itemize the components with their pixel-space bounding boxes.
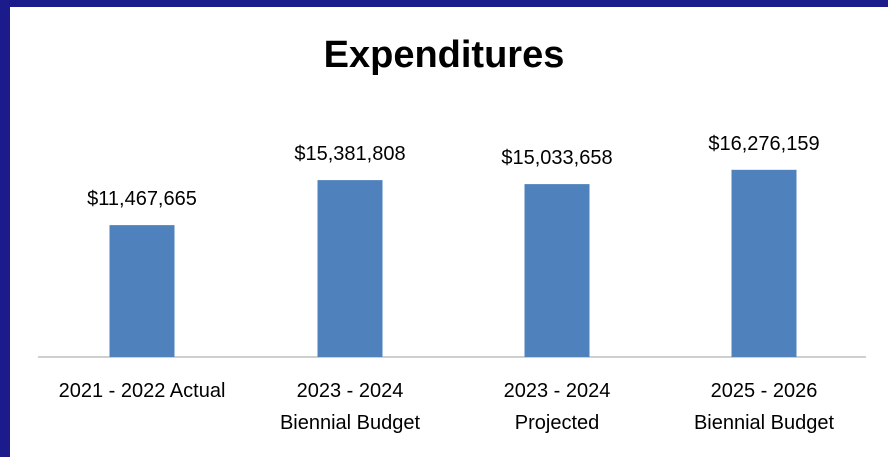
bar-2 <box>317 180 383 357</box>
category-label-2-line-1: 2023 - 2024 <box>297 380 404 402</box>
bar-4 <box>731 169 797 357</box>
data-label-4: $16,276,159 <box>708 133 819 155</box>
category-label-4-line-2: Biennial Budget <box>694 412 835 434</box>
category-label-3-line-2: Projected <box>515 412 600 434</box>
chart-title: Expenditures <box>323 34 565 76</box>
bar-3 <box>524 184 590 357</box>
category-label-2-line-2: Biennial Budget <box>280 412 421 434</box>
category-label-3-line-1: 2023 - 2024 <box>504 380 611 402</box>
data-label-1: $11,467,665 <box>87 188 197 210</box>
category-label-4-line-1: 2025 - 2026 <box>711 380 818 402</box>
bar-1 <box>109 225 175 357</box>
category-label-1-line-1: 2021 - 2022 Actual <box>59 380 226 402</box>
data-label-2: $15,381,808 <box>294 143 405 165</box>
data-label-3: $15,033,658 <box>501 147 612 169</box>
